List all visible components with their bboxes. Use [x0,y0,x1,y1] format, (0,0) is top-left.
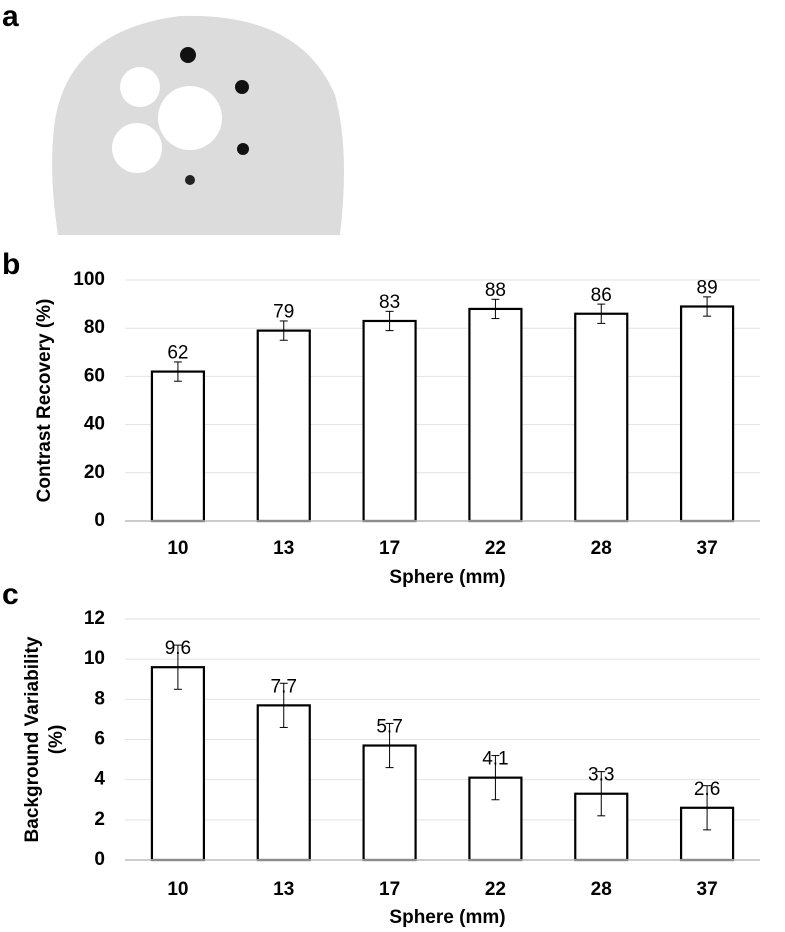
y-tick-label: 40 [84,414,105,435]
y-tick-label: 12 [84,608,105,629]
value-label: 83 [379,292,400,313]
x-tick-label: 22 [485,538,506,559]
bar [468,307,523,523]
x-tick-label: 10 [167,879,188,900]
phantom-sphere [120,67,160,107]
error-bar [279,682,288,728]
x-tick-label: 22 [485,879,506,900]
y-tick-label: 4 [94,769,105,790]
phantom-sphere [237,143,249,155]
y-tick-label: 2 [94,809,105,830]
bar [256,329,311,523]
y-tick-label: 100 [73,269,105,290]
phantom-sphere [235,80,249,94]
y-tick-label: 10 [84,648,105,669]
error-bar [385,310,394,332]
x-tick-label: 13 [273,879,294,900]
phantom-image [52,15,344,236]
x-tick-label: 37 [697,879,718,900]
error-bar [703,296,712,317]
y-tick-label: 6 [94,729,105,750]
error-bar [491,298,500,320]
phantom-sphere [180,47,196,63]
y-tick-label: 0 [94,510,105,531]
error-bar [491,755,500,801]
x-tick-label: 10 [167,538,188,559]
x-tick-label: 13 [273,538,294,559]
value-label: 89 [697,278,718,299]
value-label: 88 [485,280,506,301]
value-label: 62 [167,343,188,364]
error-bar [173,361,182,382]
bar [150,666,206,862]
y-tick-label: 60 [84,365,105,386]
value-label: 79 [273,302,294,323]
y-axis-title: (%) [46,725,67,755]
x-axis-title: Sphere (mm) [389,567,505,588]
bar [362,319,417,523]
error-bar [703,785,712,831]
bar [679,305,735,523]
y-tick-label: 80 [84,317,105,338]
panel-label: b [2,248,20,281]
x-tick-label: 17 [379,538,400,559]
error-bar [597,771,606,817]
panel-label: c [2,578,19,611]
value-label: 86 [591,285,612,306]
y-tick-label: 0 [94,849,105,870]
error-bar [385,722,394,769]
bar [256,704,311,862]
phantom-sphere [112,123,162,173]
bar [150,370,206,523]
phantom-sphere [185,175,195,185]
x-tick-label: 17 [379,879,400,900]
x-tick-label: 28 [591,879,612,900]
y-tick-label: 8 [94,688,105,709]
panel-label: a [2,0,19,33]
error-bar [279,320,288,341]
error-bar [173,644,182,690]
y-axis-title: Contrast Recovery (%) [34,299,55,503]
x-tick-label: 28 [591,538,612,559]
y-tick-label: 20 [84,462,105,483]
y-axis-title: Background Variability [22,636,43,842]
phantom-sphere [158,86,222,150]
x-tick-label: 37 [697,538,718,559]
x-axis-title: Sphere (mm) [389,907,505,928]
bar [574,312,629,523]
error-bar [597,303,606,324]
